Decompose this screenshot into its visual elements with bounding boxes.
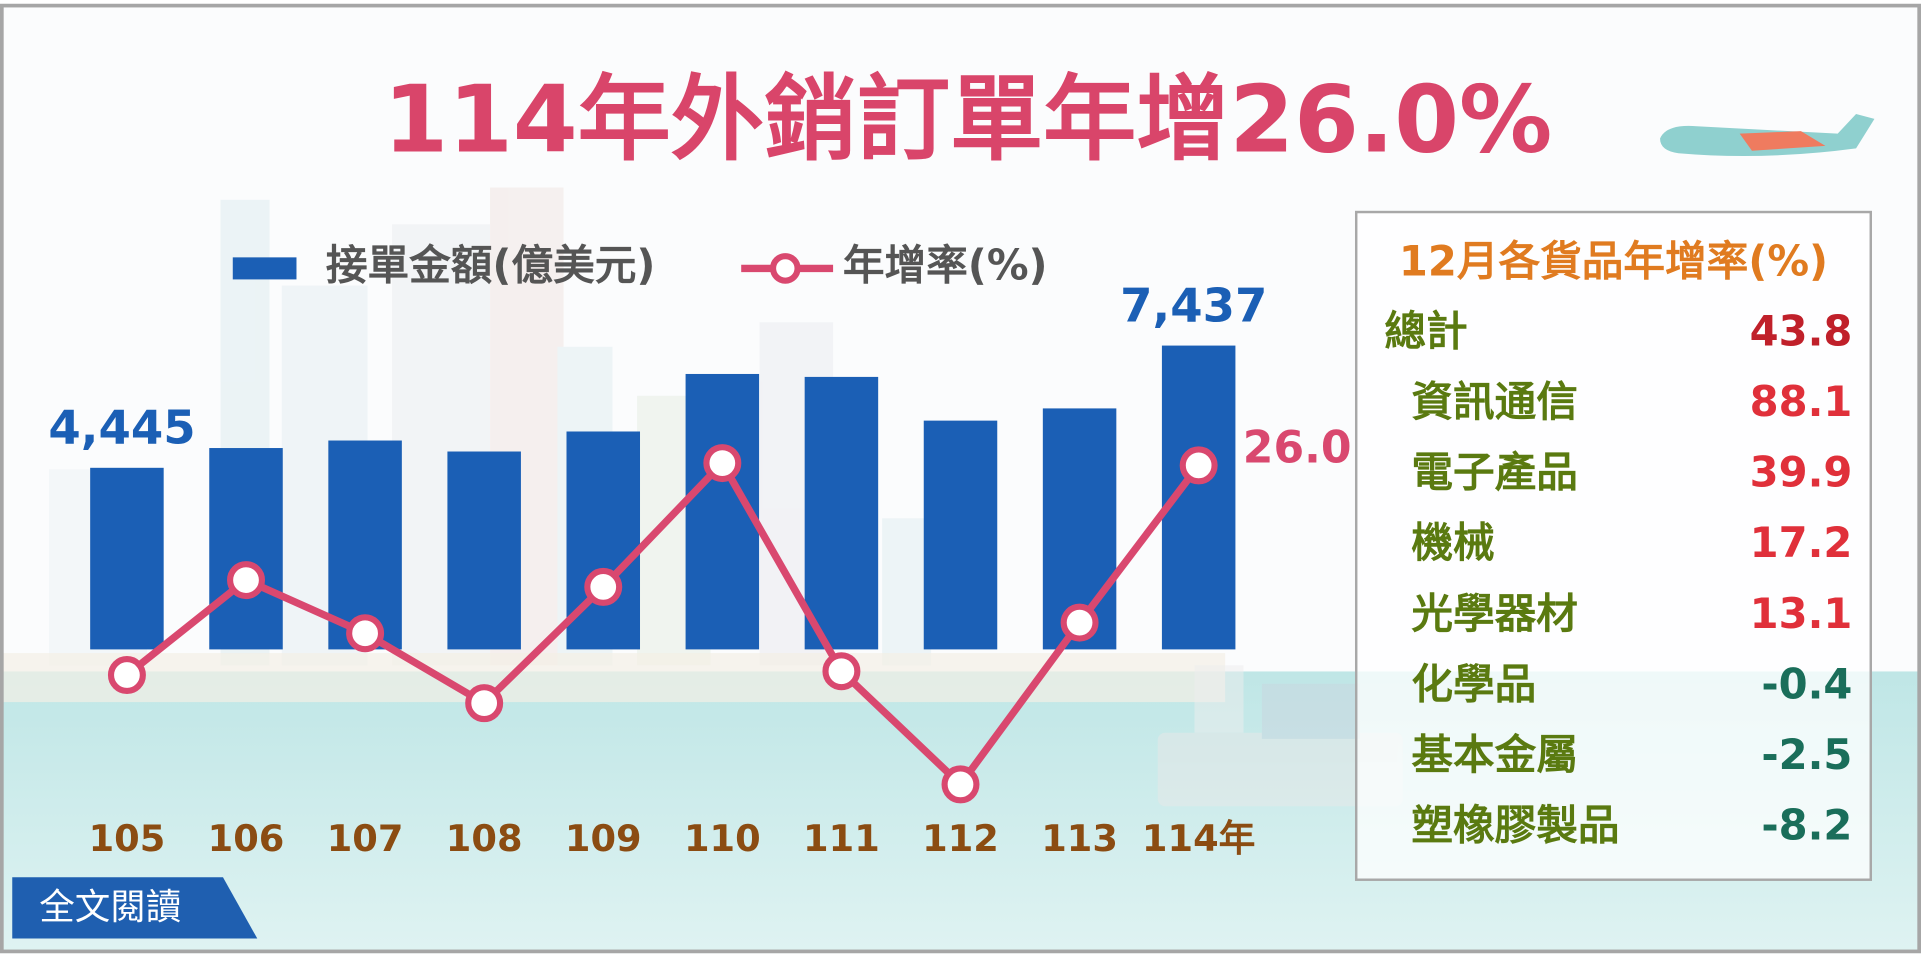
frame — [0, 3, 1921, 954]
line-marker — [107, 656, 146, 695]
line-marker — [584, 567, 623, 606]
row-label: 總計 — [1384, 307, 1467, 356]
plot-area: 105 106 107 108 109 110 111 112 113 114年 4,445 7,43… — [48, 278, 1351, 860]
row-label: 基本金屬 — [1411, 730, 1578, 779]
row-value: -8.2 — [1761, 801, 1852, 850]
line-marker — [1060, 603, 1099, 642]
x-tick-label: 107 — [327, 817, 404, 860]
row-value: 17.2 — [1750, 518, 1853, 567]
x-tick-label: 110 — [684, 817, 761, 860]
data-label: 7,437 — [1120, 278, 1267, 332]
legend-label: 接單金額(億美元) — [326, 240, 656, 289]
data-label: 4,445 — [48, 401, 195, 455]
row-label: 電子產品 — [1411, 448, 1578, 497]
row-label: 機械 — [1411, 518, 1494, 567]
row-label: 資訊通信 — [1411, 377, 1578, 426]
legend-swatch-marker — [769, 253, 801, 284]
bar — [209, 448, 283, 650]
legend-swatch-bar — [232, 257, 297, 280]
legend: 接單金額(億美元) 年增率(%) — [232, 240, 1048, 289]
row-value: 88.1 — [1750, 377, 1853, 426]
ship — [1157, 665, 1403, 807]
x-tick-label: 108 — [446, 817, 523, 860]
row-label: 光學器材 — [1411, 589, 1578, 638]
row-value: 43.8 — [1750, 307, 1853, 356]
x-tick-label: 109 — [565, 817, 642, 860]
row-value: -0.4 — [1761, 659, 1852, 708]
row-label: 化學品 — [1411, 659, 1536, 708]
row-value: 13.1 — [1750, 589, 1853, 638]
line — [124, 459, 1202, 789]
line-marker — [941, 765, 980, 804]
x-tick-label: 106 — [208, 817, 285, 860]
line-marker — [1179, 446, 1218, 485]
chart-title: 114年外銷訂單年增26.0% — [383, 66, 1552, 174]
bar — [804, 376, 879, 650]
bar — [447, 451, 521, 650]
legend-label: 年增率(%) — [843, 240, 1048, 289]
x-tick-label: 105 — [89, 817, 166, 860]
line-marker — [227, 561, 265, 600]
data-label: 26.0 — [1243, 423, 1352, 474]
row-value: -2.5 — [1761, 730, 1852, 779]
shore — [0, 653, 1226, 703]
line-marker — [465, 684, 504, 723]
airplane — [1660, 114, 1875, 156]
read-more-label[interactable]: 全文閱讀 — [39, 887, 181, 928]
read-more-button[interactable] — [12, 877, 258, 939]
line-marker — [822, 652, 861, 691]
bar — [90, 467, 164, 650]
x-tick-label: 111 — [803, 817, 880, 860]
row-value: 39.9 — [1750, 448, 1853, 497]
line-marker — [346, 614, 385, 653]
line-marker — [703, 444, 742, 483]
side-table-rows: 總計 43.8 資訊通信 88.1 電子產品 39.9 機械 17.2 光學器材 13.1 化學品 -… — [1384, 307, 1852, 850]
x-tick-label: 114年 — [1142, 817, 1255, 860]
x-tick-label: 113 — [1041, 817, 1118, 860]
row-label: 塑橡膠製品 — [1411, 801, 1619, 850]
side-table — [1354, 210, 1872, 881]
bar — [923, 420, 998, 650]
side-table-title: 12月各貨品年增率(%) — [1399, 237, 1828, 286]
x-tick-label: 112 — [922, 817, 999, 860]
